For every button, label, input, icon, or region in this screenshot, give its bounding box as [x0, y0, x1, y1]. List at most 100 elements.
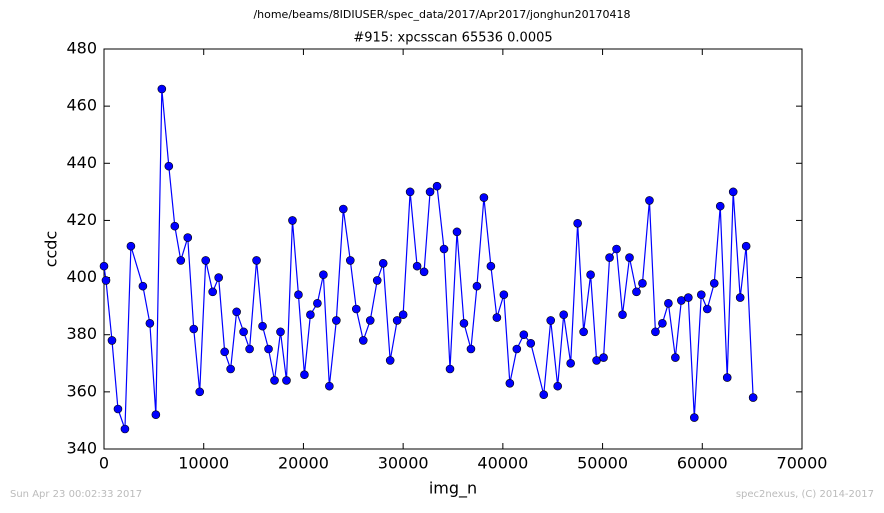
data-point [618, 310, 627, 320]
data-line [103, 88, 754, 430]
footer-right: spec2nexus, (C) 2014-2017 [736, 489, 874, 500]
y-tick-label: 380 [66, 324, 97, 343]
data-point [252, 256, 261, 265]
data-point [345, 256, 355, 265]
data-point [245, 344, 254, 354]
data-point [539, 390, 549, 400]
data-point [425, 187, 435, 197]
data-point [138, 281, 148, 291]
data-point [553, 381, 563, 391]
data-point [728, 187, 738, 197]
suptitle: /home/beams/8IDIUSER/spec_data/2017/Apr2… [253, 8, 630, 21]
data-point [741, 241, 751, 251]
chart-title: #915: xpcsscan 65536 0.0005 [353, 31, 552, 46]
data-point [632, 287, 641, 297]
data-point [288, 216, 297, 225]
data-point [101, 276, 111, 285]
data-point [412, 261, 422, 271]
y-tick-label: 360 [66, 381, 97, 400]
data-point [351, 304, 361, 314]
y-tick-label: 400 [66, 267, 97, 286]
data-point [306, 310, 315, 320]
data-point [658, 318, 667, 328]
y-tick-label: 420 [66, 210, 97, 229]
data-point [638, 278, 647, 288]
data-point [573, 218, 582, 228]
data-point [164, 161, 174, 171]
data-point [715, 201, 725, 211]
data-point [419, 267, 429, 277]
data-point [264, 344, 273, 354]
data-point [294, 290, 303, 300]
data-point [339, 204, 348, 214]
data-point [405, 187, 415, 197]
data-point [492, 313, 502, 322]
data-point [365, 316, 375, 325]
footer-left: Sun Apr 23 00:02:33 2017 [10, 489, 142, 500]
data-point [170, 221, 180, 231]
data-point [671, 353, 680, 362]
data-point [220, 347, 229, 357]
data-point [195, 387, 205, 397]
data-point [439, 244, 449, 254]
data-point [559, 310, 568, 320]
data-point [126, 241, 136, 251]
data-point [599, 353, 608, 362]
data-point [270, 376, 279, 385]
data-point [702, 304, 712, 314]
data-point [519, 330, 529, 340]
y-tick-label: 480 [66, 39, 97, 58]
data-point [319, 270, 328, 280]
x-tick-label: 70000 [777, 454, 828, 473]
data-point [579, 327, 588, 337]
data-point [505, 378, 515, 388]
data-point [664, 298, 673, 308]
data-point [398, 310, 408, 320]
data-point [385, 356, 395, 365]
data-point [690, 413, 699, 422]
data-point [332, 316, 341, 325]
data-point [735, 293, 745, 302]
data-point [258, 321, 267, 331]
data-point [605, 253, 614, 262]
data-point [722, 373, 732, 382]
data-point [684, 293, 693, 302]
data-point [208, 287, 217, 297]
x-axis-label: img_n [429, 479, 477, 499]
data-point [372, 276, 382, 285]
data-point [566, 358, 575, 368]
data-point [472, 281, 482, 291]
data-point [201, 256, 211, 265]
data-point [107, 336, 117, 345]
data-point [512, 344, 522, 354]
data-point [120, 424, 130, 434]
data-point [214, 273, 223, 282]
data-point [459, 318, 469, 328]
data-point [313, 298, 322, 308]
data-point [176, 256, 186, 265]
y-tick-label: 460 [66, 96, 97, 115]
data-point [645, 196, 654, 205]
data-point [445, 364, 455, 374]
data-point [546, 316, 556, 325]
y-axis-label: ccdc [42, 231, 61, 268]
data-point [612, 244, 621, 254]
data-point [486, 261, 496, 271]
data-point [145, 318, 155, 328]
data-point [189, 324, 199, 334]
data-point [157, 84, 167, 94]
data-point [586, 270, 595, 280]
data-point [325, 381, 334, 391]
data-point [276, 327, 285, 337]
data-point [282, 376, 291, 385]
data-point [151, 410, 161, 420]
data-point [300, 370, 309, 380]
x-tick-label: 40000 [477, 454, 528, 473]
x-tick-label: 0 [99, 454, 109, 473]
data-point [526, 338, 536, 348]
x-tick-label: 50000 [577, 454, 628, 473]
data-point [748, 393, 758, 402]
data-point [183, 233, 193, 242]
data-point [709, 278, 719, 288]
